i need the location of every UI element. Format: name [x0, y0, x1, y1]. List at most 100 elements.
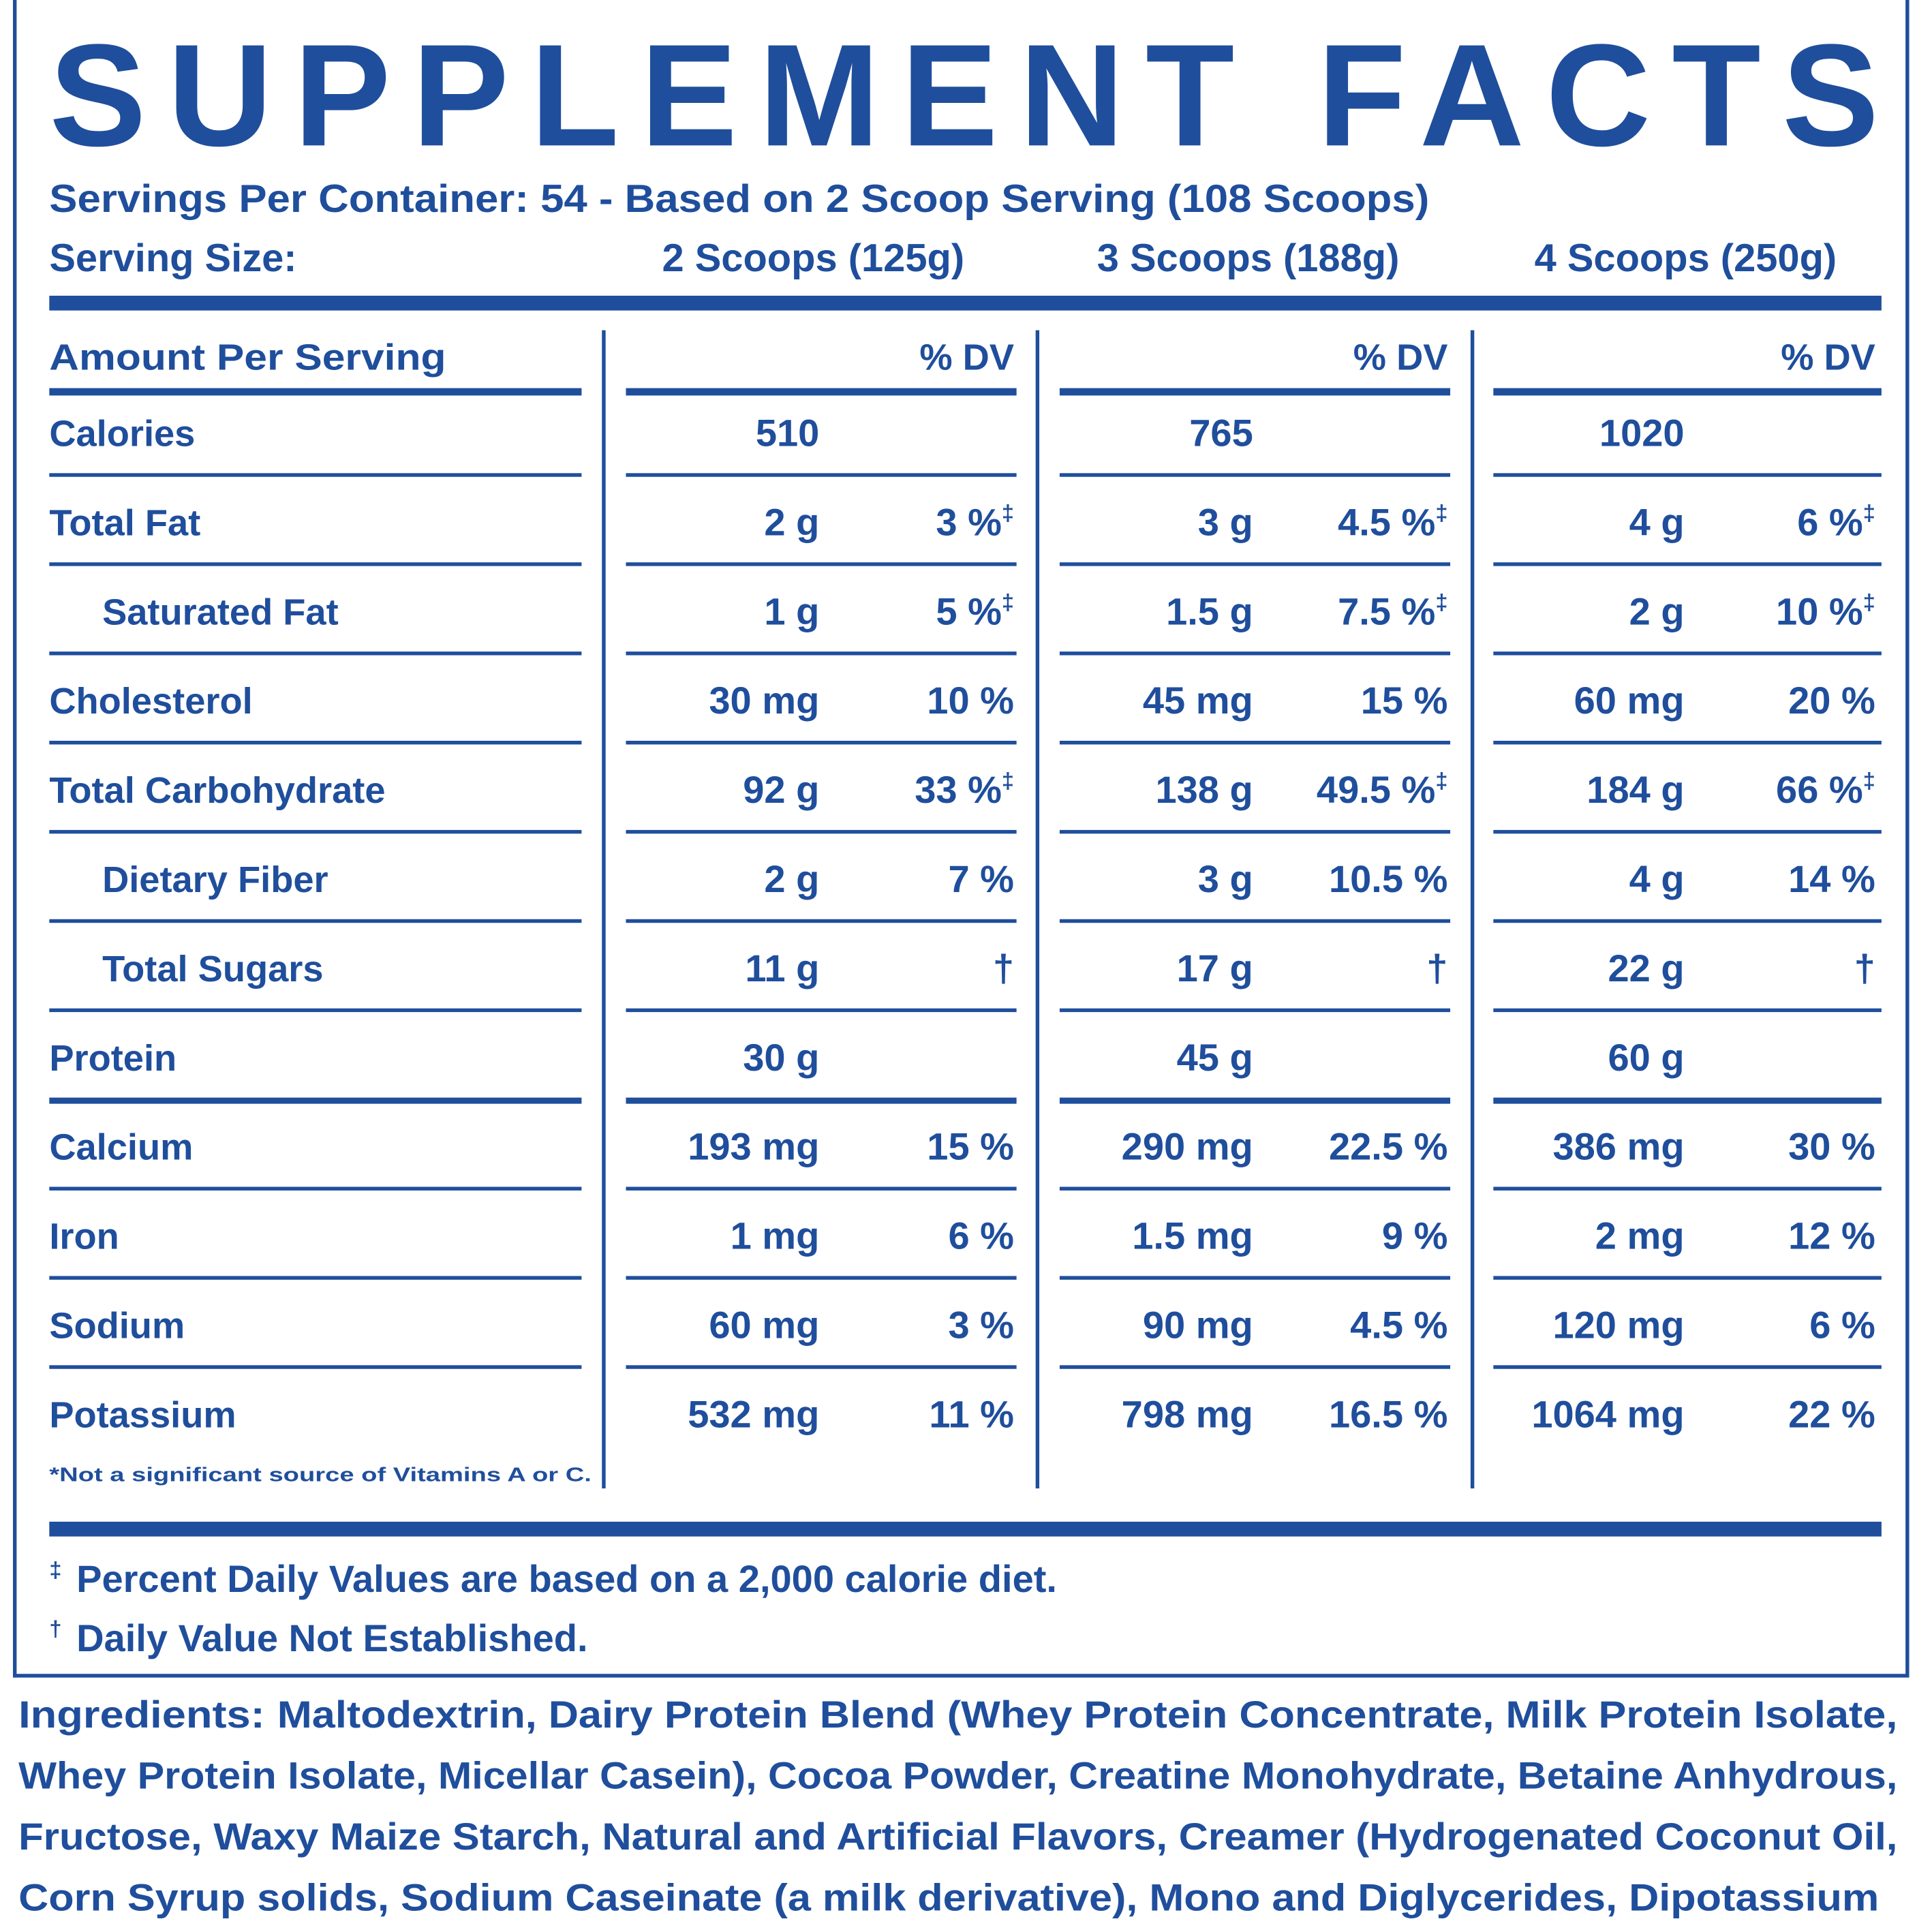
amount: 3 g	[1198, 500, 1253, 543]
daily-value: 4.5 %	[1338, 500, 1435, 543]
amount: 30 g	[743, 1036, 819, 1079]
row-rule	[626, 740, 1017, 745]
row-rule	[1059, 1276, 1451, 1280]
serving-size: 3 Scoops (188g)	[1097, 236, 1400, 280]
row-rule	[49, 1097, 582, 1104]
daily-value: †	[1854, 947, 1875, 990]
row-rule	[1493, 651, 1882, 656]
daily-value: 10 %	[927, 679, 1014, 722]
dv-header: % DV	[919, 337, 1014, 378]
column-divider	[1035, 330, 1040, 1489]
row-rule	[1059, 473, 1451, 477]
row-rule	[1059, 1186, 1451, 1191]
amount: 798 mg	[1122, 1392, 1253, 1435]
row-rule	[1059, 1008, 1451, 1013]
daily-value: 5 %	[936, 589, 1002, 632]
row-rule	[1493, 473, 1882, 477]
serving-size-label: Serving Size:	[49, 236, 296, 280]
row-rule	[1493, 1008, 1882, 1013]
row-rule	[49, 562, 582, 566]
dv-header: % DV	[1781, 337, 1875, 378]
row-rule	[1059, 1365, 1451, 1369]
daily-value: 14 %	[1788, 857, 1875, 900]
amount: 120 mg	[1552, 1304, 1684, 1347]
daily-value: 6 %	[1797, 500, 1863, 543]
amount: 4 g	[1629, 500, 1685, 543]
header-rule	[626, 388, 1017, 396]
amount: 90 mg	[1143, 1304, 1253, 1347]
dv-mark: ‡	[1002, 501, 1014, 525]
dv-mark: ‡	[1863, 501, 1875, 525]
row-rule	[1059, 740, 1451, 745]
amount: 290 mg	[1122, 1125, 1253, 1168]
row-rule	[626, 562, 1017, 566]
row-rule	[626, 919, 1017, 923]
row-rule	[626, 1186, 1017, 1191]
daily-value: 10 %	[1776, 589, 1863, 632]
row-rule	[626, 473, 1017, 477]
nutrient-name: Calcium	[49, 1127, 193, 1168]
daily-value: 33 %	[915, 768, 1002, 811]
row-rule	[626, 1008, 1017, 1013]
daily-value: 30 %	[1788, 1125, 1875, 1168]
amount: 2 g	[764, 857, 819, 900]
row-rule	[1059, 562, 1451, 566]
amount: 532 mg	[688, 1392, 819, 1435]
table-note: *Not a significant source of Vitamins A …	[49, 1464, 592, 1486]
row-rule	[49, 1186, 582, 1191]
daily-value: 12 %	[1788, 1214, 1875, 1257]
amount: 386 mg	[1552, 1125, 1684, 1168]
thick-rule	[49, 295, 1882, 311]
row-rule	[1493, 1276, 1882, 1280]
amount: 17 g	[1177, 947, 1253, 990]
ingredients-line: Maltodextrin, Dairy Protein Blend (Whey …	[277, 1693, 1898, 1736]
row-rule	[49, 1008, 582, 1013]
amount: 2 g	[764, 500, 819, 543]
serving-size: 2 Scoops (125g)	[662, 236, 964, 280]
amount: 1064 mg	[1531, 1392, 1684, 1435]
servings: Servings Per Container: 54 - Based on 2 …	[49, 177, 1429, 221]
ingredients-label: Ingredients:	[18, 1693, 265, 1736]
amount-header: Amount Per Serving	[49, 337, 446, 378]
dv-mark: ‡	[1435, 768, 1447, 793]
amount: 510	[756, 412, 820, 455]
amount: 60 mg	[709, 1304, 819, 1347]
column-divider	[1470, 330, 1475, 1489]
dv-mark: ‡	[1435, 590, 1447, 615]
dv-mark: ‡	[1435, 501, 1447, 525]
nutrient-name: Iron	[49, 1216, 119, 1257]
amount: 184 g	[1586, 768, 1684, 811]
daily-value: 10.5 %	[1329, 857, 1447, 900]
amount: 1020	[1599, 412, 1685, 455]
row-rule	[626, 1365, 1017, 1369]
nutrient-name: Sodium	[49, 1306, 185, 1347]
dv-mark: ‡	[1863, 590, 1875, 615]
row-rule	[49, 1365, 582, 1369]
daily-value: 49.5 %	[1317, 768, 1435, 811]
row-rule	[626, 651, 1017, 656]
row-rule	[49, 1276, 582, 1280]
daily-value: 11 %	[929, 1392, 1014, 1435]
daily-value: 7 %	[948, 857, 1014, 900]
amount: 193 mg	[688, 1125, 819, 1168]
row-rule	[1493, 1097, 1882, 1104]
row-rule	[1493, 740, 1882, 745]
footnote-symbol: †	[49, 1616, 61, 1641]
header-rule	[49, 388, 582, 396]
daily-value: 15 %	[927, 1125, 1014, 1168]
amount: 765	[1189, 412, 1253, 455]
row-rule	[1493, 1365, 1882, 1369]
row-rule	[1493, 919, 1882, 923]
amount: 1 mg	[731, 1214, 820, 1257]
footnote-text: Percent Daily Values are based on a 2,00…	[76, 1557, 1057, 1600]
row-rule	[1493, 1186, 1882, 1191]
dv-mark: ‡	[1002, 590, 1014, 615]
ingredients-line: Whey Protein Isolate, Micellar Casein), …	[18, 1753, 1897, 1796]
daily-value: 22 %	[1788, 1392, 1875, 1435]
row-rule	[1059, 1097, 1451, 1104]
dv-mark: ‡	[1863, 768, 1875, 793]
amount: 11 g	[745, 947, 819, 990]
amount: 4 g	[1629, 857, 1685, 900]
row-rule	[1059, 919, 1451, 923]
